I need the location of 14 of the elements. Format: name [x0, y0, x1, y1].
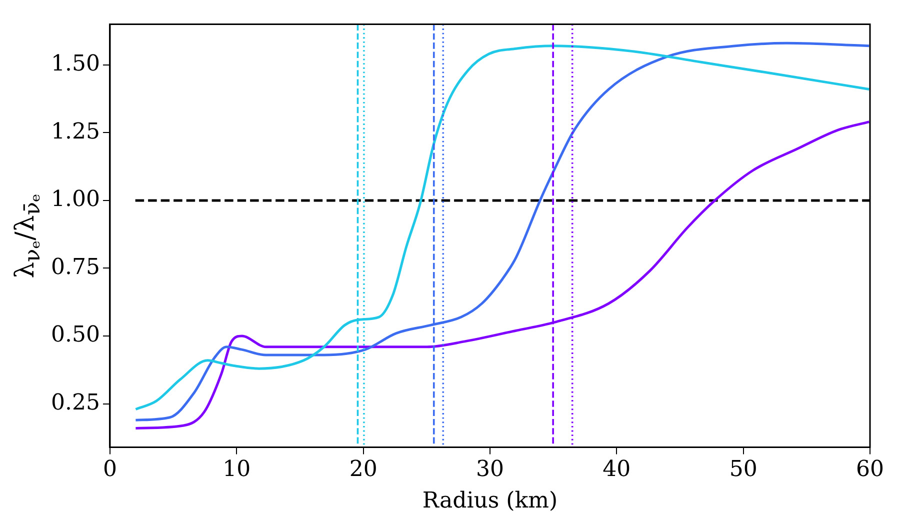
- x-tick-label: 60: [856, 457, 884, 482]
- y-tick-label: 0.25: [51, 390, 100, 416]
- x-tick-label: 50: [729, 457, 758, 482]
- y-tick-label: 0.75: [51, 254, 100, 280]
- x-tick-label: 20: [349, 457, 378, 482]
- x-tick-label: 40: [602, 457, 631, 482]
- x-axis-title: Radius (km): [422, 488, 558, 514]
- y-tick-label: 0.50: [51, 322, 100, 348]
- y-tick-label: 1.00: [51, 187, 100, 212]
- x-tick-label: 0: [102, 457, 117, 482]
- x-tick-label: 30: [476, 457, 504, 482]
- x-tick-label: 10: [222, 457, 251, 482]
- y-tick-label: 1.25: [51, 119, 100, 144]
- y-tick-label: 1.50: [51, 52, 100, 77]
